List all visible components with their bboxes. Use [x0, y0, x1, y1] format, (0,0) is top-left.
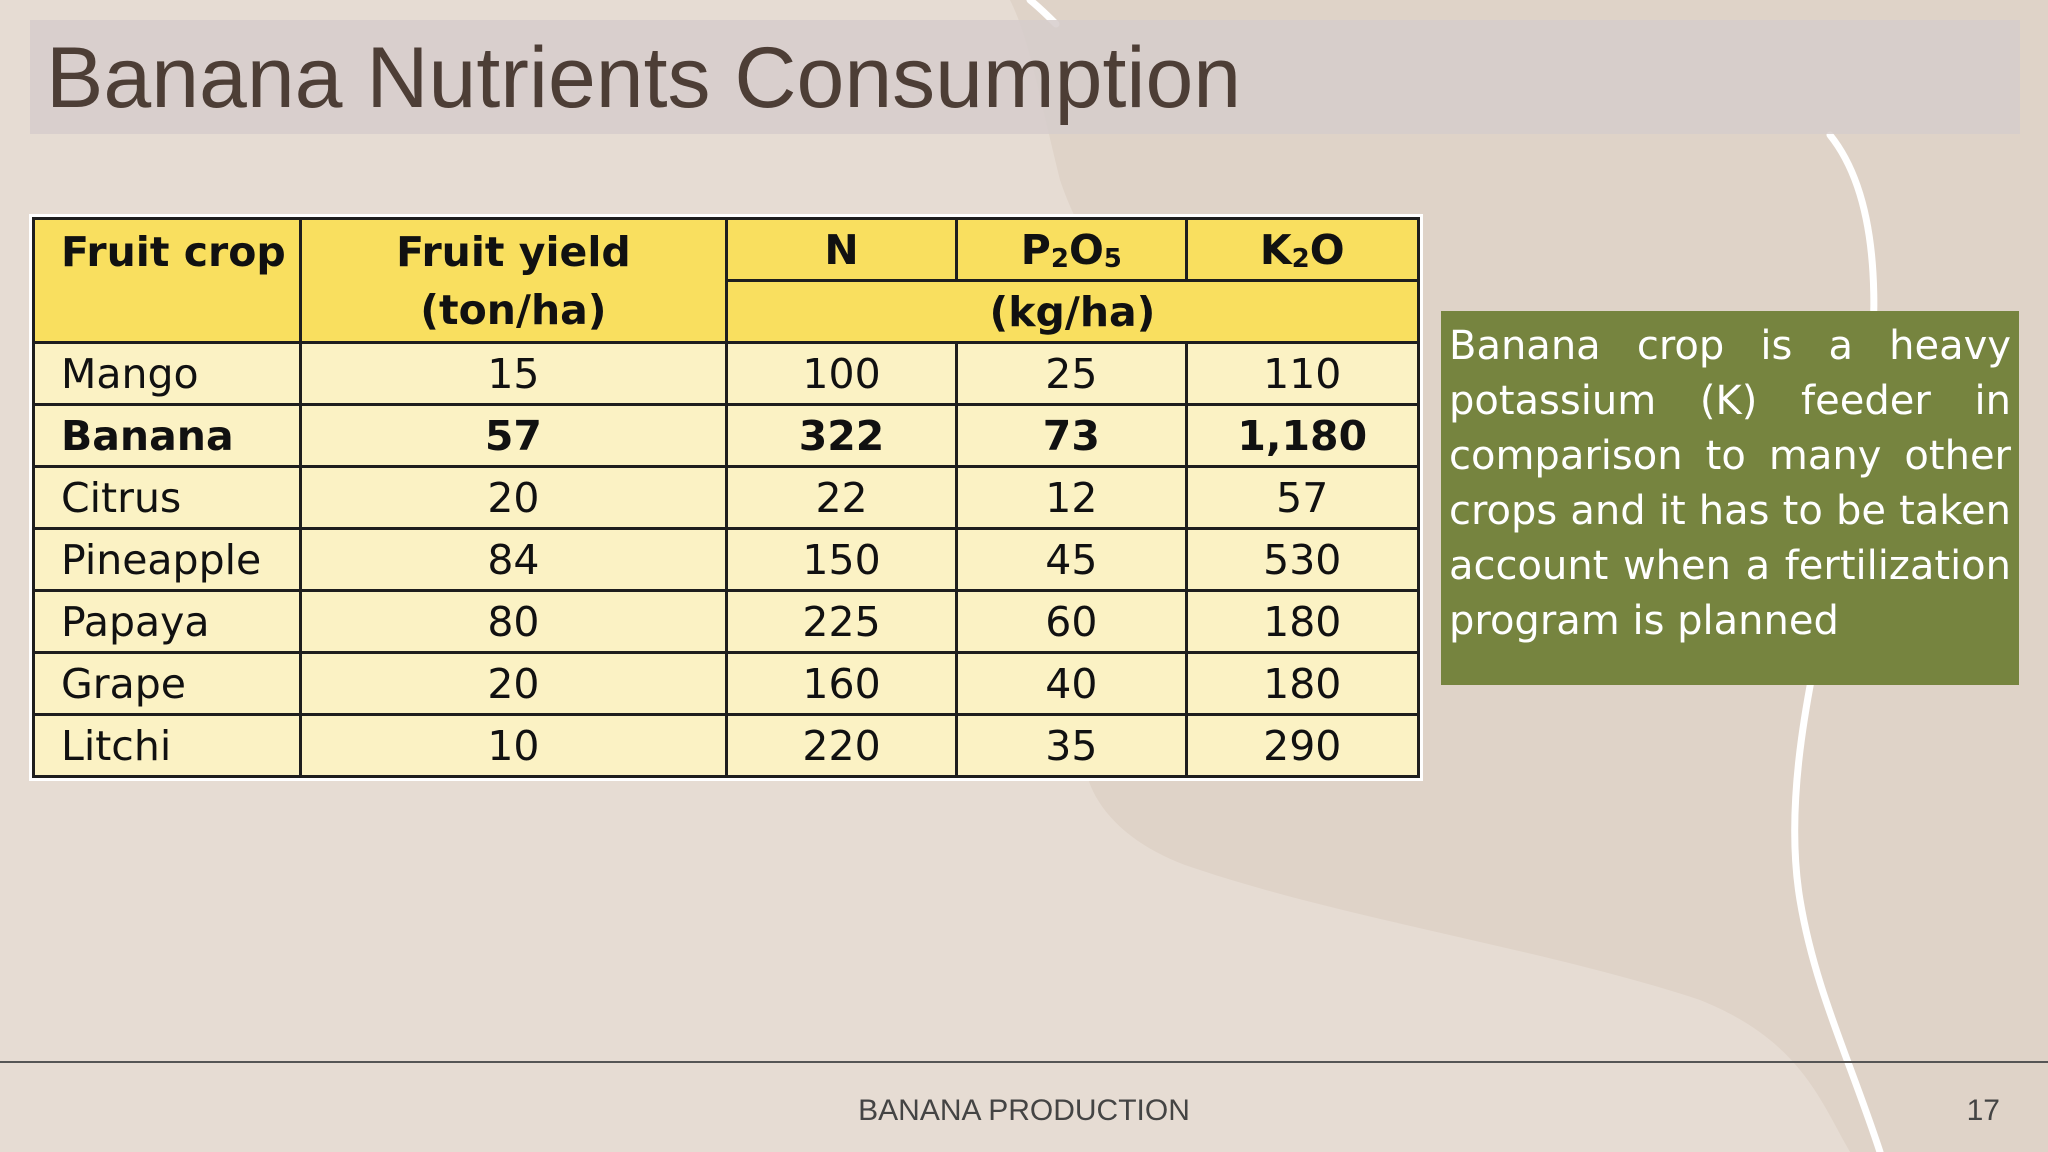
cell-n: 100 — [724, 341, 959, 406]
cell-n: 225 — [724, 589, 959, 654]
cell-k2o: 180 — [1184, 651, 1420, 716]
cell-p2o5: 12 — [955, 465, 1188, 530]
nutrients-table: Fruit crop Fruit yield (ton/ha) N P2O5 K… — [32, 217, 1421, 778]
cell-k2o: 530 — [1184, 527, 1420, 592]
cell-n: 22 — [724, 465, 959, 530]
cell-n: 220 — [724, 713, 959, 778]
cell-p2o5: 60 — [955, 589, 1188, 654]
cell-crop: Papaya — [32, 589, 302, 654]
cell-k2o: 1,180 — [1184, 403, 1420, 468]
header-k2o: K2O — [1184, 217, 1420, 282]
cell-p2o5: 45 — [955, 527, 1188, 592]
table-header-row: Fruit crop Fruit yield (ton/ha) N P2O5 K… — [32, 217, 1420, 344]
header-fruit-crop: Fruit crop — [32, 217, 302, 344]
cell-k2o: 110 — [1184, 341, 1420, 406]
header-p2o5: P2O5 — [955, 217, 1188, 282]
cell-p2o5: 40 — [955, 651, 1188, 716]
cell-k2o: 290 — [1184, 713, 1420, 778]
cell-k2o: 57 — [1184, 465, 1420, 530]
header-n: N — [724, 217, 959, 282]
cell-yield: 10 — [298, 713, 728, 778]
header-fruit-yield-label: Fruit yield — [396, 227, 631, 276]
table-row: Papaya 80 225 60 180 — [32, 589, 1420, 654]
cell-yield: 20 — [298, 651, 728, 716]
header-fruit-yield-unit: (ton/ha) — [420, 285, 607, 334]
cell-yield: 57 — [298, 403, 728, 468]
header-nutrient-unit: (kg/ha) — [724, 279, 1421, 344]
cell-n: 150 — [724, 527, 959, 592]
cell-crop: Banana — [32, 403, 302, 468]
table-row: Mango 15 100 25 110 — [32, 341, 1420, 406]
cell-yield: 84 — [298, 527, 728, 592]
cell-crop: Litchi — [32, 713, 302, 778]
page-title: Banana Nutrients Consumption — [46, 30, 1242, 126]
page-number: 17 — [1966, 1094, 2000, 1127]
table-row: Pineapple 84 150 45 530 — [32, 527, 1420, 592]
cell-crop: Citrus — [32, 465, 302, 530]
cell-p2o5: 25 — [955, 341, 1188, 406]
cell-k2o: 180 — [1184, 589, 1420, 654]
cell-p2o5: 73 — [955, 403, 1188, 468]
cell-n: 160 — [724, 651, 959, 716]
table-unit-row: (kg/ha) — [34, 279, 1421, 344]
table-row: Grape 20 160 40 180 — [32, 651, 1420, 716]
cell-yield: 20 — [298, 465, 728, 530]
cell-crop: Mango — [32, 341, 302, 406]
cell-p2o5: 35 — [955, 713, 1188, 778]
note-text: Banana crop is a heavy potassium (K) fee… — [1449, 323, 2011, 644]
cell-crop: Grape — [32, 651, 302, 716]
table-row-highlighted: Banana 57 322 73 1,180 — [32, 403, 1420, 468]
table-row: Citrus 20 22 12 57 — [32, 465, 1420, 530]
cell-crop: Pineapple — [32, 527, 302, 592]
cell-yield: 80 — [298, 589, 728, 654]
footer-divider — [0, 1061, 2048, 1063]
note-box: Banana crop is a heavy potassium (K) fee… — [1441, 311, 2019, 685]
table-row: Litchi 10 220 35 290 — [32, 713, 1420, 778]
cell-yield: 15 — [298, 341, 728, 406]
title-bar: Banana Nutrients Consumption — [30, 20, 2020, 134]
header-fruit-yield: Fruit yield (ton/ha) — [298, 217, 728, 344]
cell-n: 322 — [724, 403, 959, 468]
footer-title: BANANA PRODUCTION — [858, 1094, 1190, 1127]
